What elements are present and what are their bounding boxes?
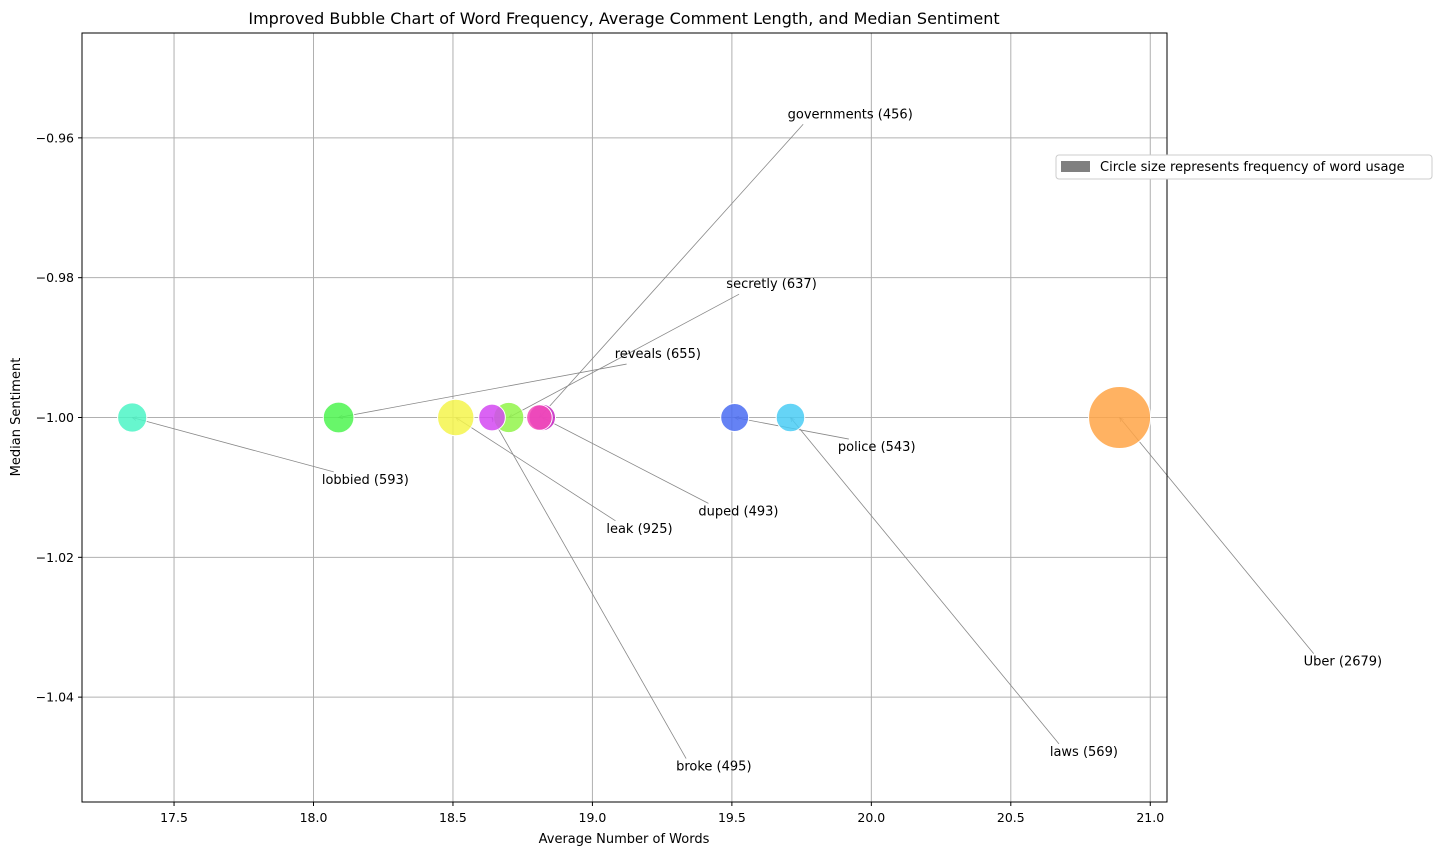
axis-ticks: 17.5 18.0 18.5 19.0 19.5 20.0 20.5 21.0 −0.96 −0.… — [36, 130, 1165, 825]
legend-box — [1055, 154, 1433, 180]
annotation-arrow-secretly — [509, 293, 740, 418]
annotation-arrow-leak — [456, 418, 616, 522]
x-tick-label: 20.0 — [857, 810, 885, 825]
y-axis-label: Median Sentiment — [9, 358, 24, 477]
annotation-label-lobbied: lobbied (593) — [322, 473, 409, 488]
y-tick-label: −0.98 — [36, 270, 74, 285]
bubbles — [117, 386, 1152, 449]
y-tick-label: −0.96 — [36, 130, 74, 145]
annotation-label-leak: leak (925) — [606, 522, 672, 537]
x-tick-label: 17.5 — [160, 810, 188, 825]
annotation-arrow-governments — [539, 124, 804, 417]
annotation-arrow-reveals — [339, 363, 627, 417]
x-tick-label: 20.5 — [997, 810, 1025, 825]
legend-swatch — [1061, 161, 1090, 172]
annotation-arrow-broke — [492, 418, 687, 759]
x-tick-label: 18.5 — [439, 810, 467, 825]
annotation-label-uber: Uber (2679) — [1304, 655, 1382, 670]
bubble-reveals — [322, 401, 355, 434]
y-tick-label: −1.00 — [36, 410, 74, 425]
bubble-broke — [478, 403, 506, 432]
annotation-arrows — [132, 124, 1315, 759]
annotation-label-governments: governments (456) — [788, 107, 913, 122]
x-tick-label: 19.0 — [579, 810, 607, 825]
bubble-leak — [437, 398, 475, 437]
x-tick-label: 21.0 — [1136, 810, 1164, 825]
bubble-laws — [775, 402, 806, 433]
annotation-arrow-lobbied — [132, 418, 334, 473]
annotation-label-broke: broke (495) — [676, 760, 751, 775]
legend: Circle size represents frequency of word… — [1055, 154, 1433, 180]
bubble-uber — [1088, 386, 1152, 449]
annotation-label-police: police (543) — [838, 440, 916, 455]
legend-label: Circle size represents frequency of word… — [1100, 160, 1405, 175]
y-tick-label: −1.02 — [36, 550, 74, 565]
chart-title: Improved Bubble Chart of Word Frequency,… — [248, 9, 999, 28]
bubble-governments — [526, 404, 553, 431]
annotation-arrow-uber — [1120, 418, 1315, 654]
annotation-label-secretly: secretly (637) — [726, 277, 816, 292]
y-tick-label: −1.04 — [36, 690, 74, 705]
grid — [82, 33, 1167, 802]
x-tick-label: 19.5 — [718, 810, 746, 825]
x-tick-label: 18.0 — [300, 810, 328, 825]
annotation-label-laws: laws (569) — [1050, 745, 1118, 760]
annotation-arrow-duped — [542, 417, 709, 504]
annotation-arrow-laws — [790, 418, 1060, 745]
annotation-label-reveals: reveals (655) — [615, 347, 701, 362]
bubble-lobbied — [117, 402, 148, 433]
annotation-labels: lobbied (593) reveals (655) leak (925) brok… — [322, 107, 1382, 774]
x-axis-label: Average Number of Words — [539, 832, 710, 847]
bubble-police — [720, 403, 750, 432]
annotation-label-duped: duped (493) — [698, 504, 778, 519]
